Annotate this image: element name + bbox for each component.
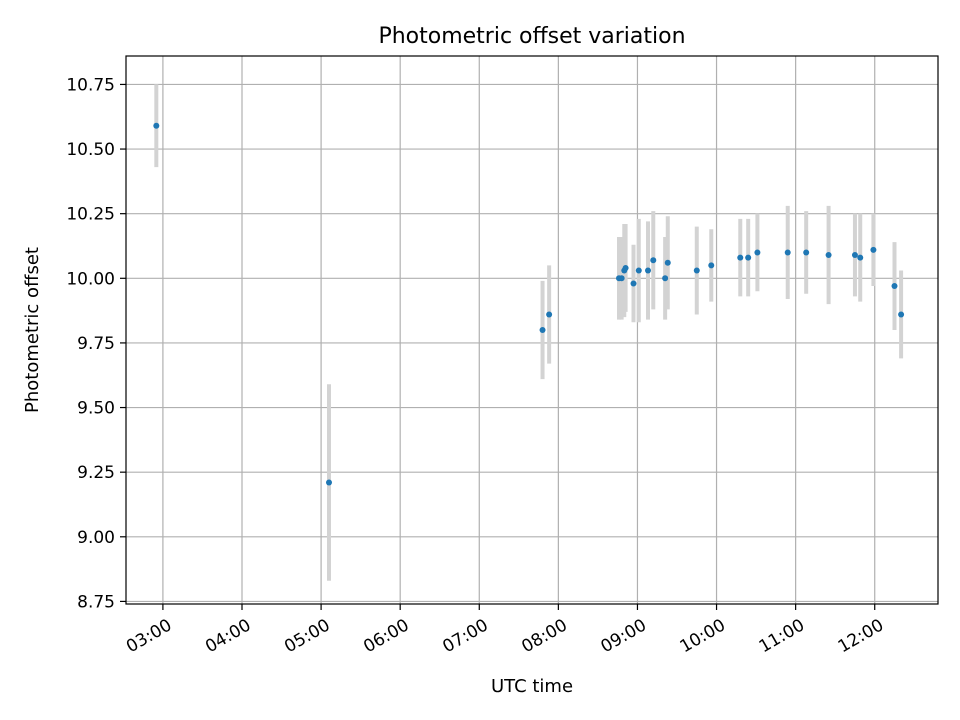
x-tick-label: 10:00 xyxy=(677,615,729,657)
y-tick-label: 10.00 xyxy=(66,269,115,289)
x-axis-label: UTC time xyxy=(491,676,573,697)
data-point xyxy=(153,122,160,129)
data-point xyxy=(650,257,657,264)
y-tick-label: 10.75 xyxy=(66,75,115,95)
chart-title: Photometric offset variation xyxy=(378,24,685,49)
data-point xyxy=(326,479,332,486)
data-point xyxy=(662,275,669,282)
data-point xyxy=(803,249,810,256)
data-point xyxy=(539,327,546,333)
x-tick-label: 05:00 xyxy=(281,615,333,657)
x-tick-label: 07:00 xyxy=(439,615,491,657)
y-tick-label: 10.50 xyxy=(66,140,115,160)
data-point xyxy=(870,246,877,253)
data-point xyxy=(630,280,637,287)
y-tick-label: 9.50 xyxy=(77,399,115,419)
data-point xyxy=(851,252,858,259)
data-point xyxy=(708,262,715,269)
y-tick-label: 8.75 xyxy=(77,592,115,612)
x-tick-label: 08:00 xyxy=(518,615,570,657)
data-point xyxy=(784,249,791,256)
x-axis-ticks: 03:00 04:00 05:00 06:00 07:00 08:00 09:00 10:00… xyxy=(123,604,887,657)
x-tick-label: 03:00 xyxy=(123,615,175,657)
y-axis-ticks: 8.75 9.00 9.25 9.50 9.75 10.00 10.25 10.50 10.75 xyxy=(66,75,126,612)
x-tick-label: 06:00 xyxy=(360,615,412,657)
data-point xyxy=(664,259,671,266)
x-tick-label: 09:00 xyxy=(598,615,650,657)
data-point xyxy=(825,252,832,259)
error-bars xyxy=(154,84,904,581)
x-tick-label: 12:00 xyxy=(835,615,887,657)
data-point xyxy=(737,254,744,261)
data-point xyxy=(745,254,752,261)
data-point xyxy=(635,267,642,274)
data-point xyxy=(693,267,700,274)
y-tick-label: 10.25 xyxy=(66,205,115,225)
data-point xyxy=(898,311,905,318)
y-tick-label: 9.00 xyxy=(77,528,115,548)
data-point xyxy=(546,311,553,318)
data-point xyxy=(645,267,651,274)
data-points xyxy=(153,122,905,486)
x-tick-label: 04:00 xyxy=(202,615,254,657)
y-axis-label: Photometric offset xyxy=(22,247,43,413)
plot-frame xyxy=(125,55,939,605)
grid-lines xyxy=(126,56,938,604)
data-point xyxy=(622,264,629,271)
y-tick-label: 9.75 xyxy=(77,334,115,354)
y-tick-label: 9.25 xyxy=(77,463,115,483)
data-point xyxy=(754,249,761,256)
data-point xyxy=(857,254,864,261)
data-point xyxy=(891,283,898,290)
data-point xyxy=(618,275,625,282)
x-tick-label: 11:00 xyxy=(756,615,808,657)
